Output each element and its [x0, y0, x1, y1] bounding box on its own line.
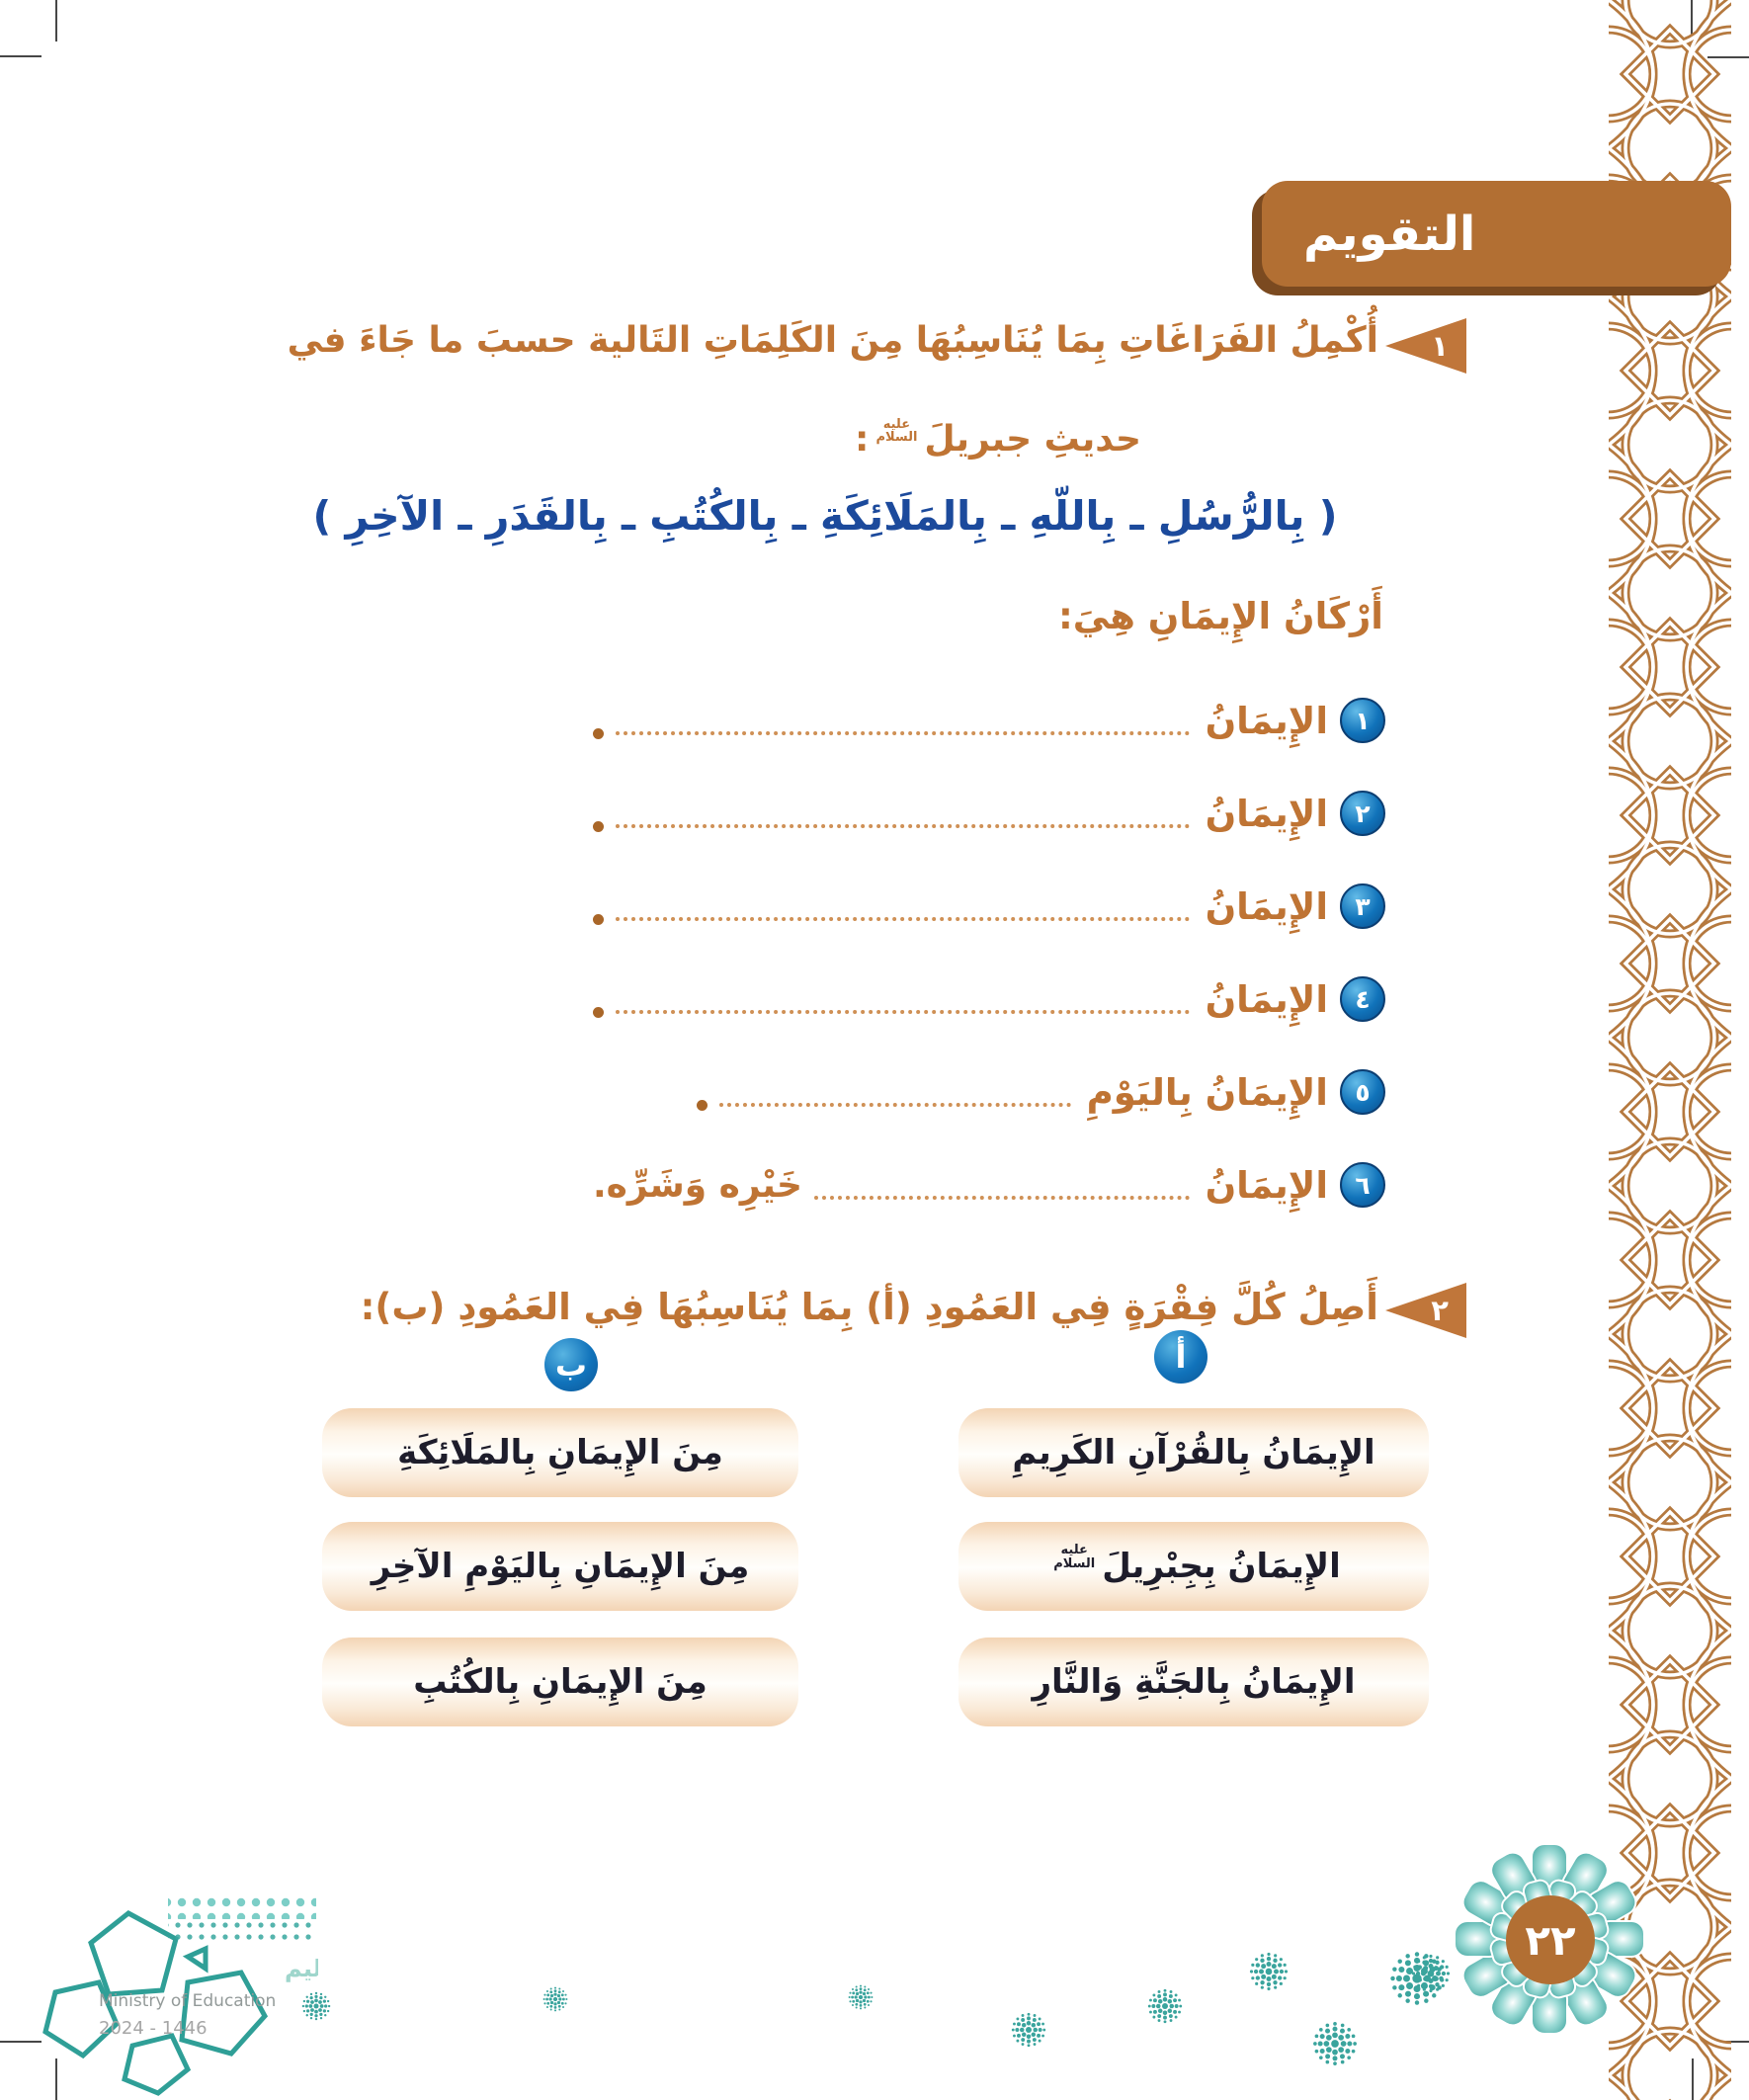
- logo-dot-grid: [168, 1897, 316, 1919]
- crop-mark: [0, 2041, 42, 2043]
- match-item-a2[interactable]: الإِيمَانُ بِجِبْرِيلَ عليه السلام: [958, 1522, 1429, 1611]
- match-item-a1[interactable]: الإِيمَانُ بِالقُرْآنِ الكَرِيمِ: [958, 1408, 1429, 1497]
- ornamental-border-pattern: [1609, 0, 1731, 2100]
- ministry-of-education-logo: وزارة التعليم Ministry of Education 2024…: [42, 1897, 318, 2096]
- item-number-badge: ٦: [1340, 1162, 1385, 1208]
- page-number-circle: ٢٢: [1506, 1895, 1595, 1984]
- item-suffix: خَيْرِه وَشَرِّه.: [593, 1164, 802, 1206]
- question-1-number: ١: [1431, 329, 1449, 363]
- page-number: ٢٢: [1525, 1915, 1576, 1965]
- question-1-prompt-line1: أُكْمِلُ الفَرَاغَاتِ بِمَا يُنَاسِبُهَا…: [287, 320, 1378, 361]
- question-1-marker: ١: [1385, 318, 1466, 374]
- line-end-period: [593, 913, 604, 925]
- match-item-b2[interactable]: مِنَ الإِيمَانِ بِاليَوْمِ الآخِرِ: [322, 1522, 798, 1611]
- answer-blank-line[interactable]: [719, 1103, 1071, 1107]
- line-end-period: [697, 1099, 708, 1111]
- question-1-prompt-line2: حديثِ جبريلَ عليه السلام :: [855, 415, 1141, 464]
- word-bank: ( بِالرُّسُلِ ـ بِاللّهِ ـ بِالمَلَائِكَ…: [312, 492, 1338, 540]
- item-number-badge: ٢: [1340, 791, 1385, 836]
- fill-in-items: ١ الإِيمَانُ ٢ الإِيمَانُ ٣ الإِيمَانُ ٤…: [593, 674, 1385, 1231]
- assessment-header-badge: التقويم: [1262, 181, 1731, 287]
- answer-blank-line[interactable]: [813, 1196, 1190, 1200]
- fill-in-item-4: ٤ الإِيمَانُ: [593, 953, 1385, 1046]
- question-2-marker: ٢: [1385, 1283, 1466, 1338]
- question-2-number: ٢: [1431, 1294, 1449, 1327]
- assessment-title: التقويم: [1303, 206, 1476, 262]
- item-number-badge: ٥: [1340, 1069, 1385, 1115]
- item-label: الإِيمَانُ: [1205, 699, 1328, 742]
- fill-in-item-2: ٢ الإِيمَانُ: [593, 767, 1385, 860]
- question-2-prompt: أَصِلُ كُلَّ فِقْرَةٍ فِي العَمُودِ (أ) …: [360, 1286, 1378, 1328]
- alayhi-salam-calligraphy: عليه السلام: [875, 416, 918, 446]
- match-item-b3[interactable]: مِنَ الإِيمَانِ بِالكُتُبِ: [322, 1638, 798, 1726]
- hadith-jibril-text: حديثِ جبريلَ: [924, 419, 1141, 460]
- fill-in-item-6: ٦ الإِيمَانُ خَيْرِه وَشَرِّه.: [593, 1138, 1385, 1231]
- crop-mark: [0, 55, 42, 57]
- match-item-b1[interactable]: مِنَ الإِيمَانِ بِالمَلَائِكَةِ: [322, 1408, 798, 1497]
- fill-in-item-1: ١ الإِيمَانُ: [593, 674, 1385, 767]
- line-end-period: [593, 820, 604, 832]
- line-end-period: [593, 727, 604, 739]
- item-label: الإِيمَانُ: [1205, 977, 1328, 1021]
- crop-mark: [55, 0, 57, 42]
- logo-english-wordmark: Ministry of Education: [99, 1991, 276, 2011]
- answer-blank-line[interactable]: [616, 1010, 1190, 1014]
- item-label: الإِيمَانُ بِاليَوْمِ: [1086, 1070, 1328, 1114]
- answer-blank-line[interactable]: [616, 917, 1190, 921]
- colon: :: [855, 419, 870, 460]
- fill-in-item-3: ٣ الإِيمَانُ: [593, 860, 1385, 953]
- item-number-badge: ٤: [1340, 976, 1385, 1022]
- item-label: الإِيمَانُ: [1205, 792, 1328, 835]
- column-b-header: ب: [544, 1338, 598, 1391]
- line-end-period: [593, 1006, 604, 1018]
- match-item-a3[interactable]: الإِيمَانُ بِالجَنَّةِ وَالنَّارِ: [958, 1638, 1429, 1726]
- item-number-badge: ١: [1340, 698, 1385, 743]
- alayhi-salam-calligraphy: عليه السلام: [1053, 1543, 1096, 1571]
- column-a-header: أ: [1154, 1330, 1208, 1384]
- logo-arabic-wordmark: وزارة التعليم: [285, 1955, 318, 1982]
- item-label: الإِيمَانُ: [1205, 884, 1328, 928]
- fill-in-item-5: ٥ الإِيمَانُ بِاليَوْمِ: [593, 1046, 1385, 1138]
- crop-mark: [55, 2058, 57, 2100]
- answer-blank-line[interactable]: [616, 731, 1190, 735]
- logo-dot-grid: [168, 1921, 316, 1943]
- lead-in-text: أَرْكَانُ الإِيمَانِ هِيَ:: [1057, 595, 1383, 637]
- item-number-badge: ٣: [1340, 883, 1385, 929]
- answer-blank-line[interactable]: [616, 824, 1190, 828]
- logo-years: 2024 - 1446: [99, 2018, 208, 2039]
- item-label: الإِيمَانُ: [1205, 1163, 1328, 1207]
